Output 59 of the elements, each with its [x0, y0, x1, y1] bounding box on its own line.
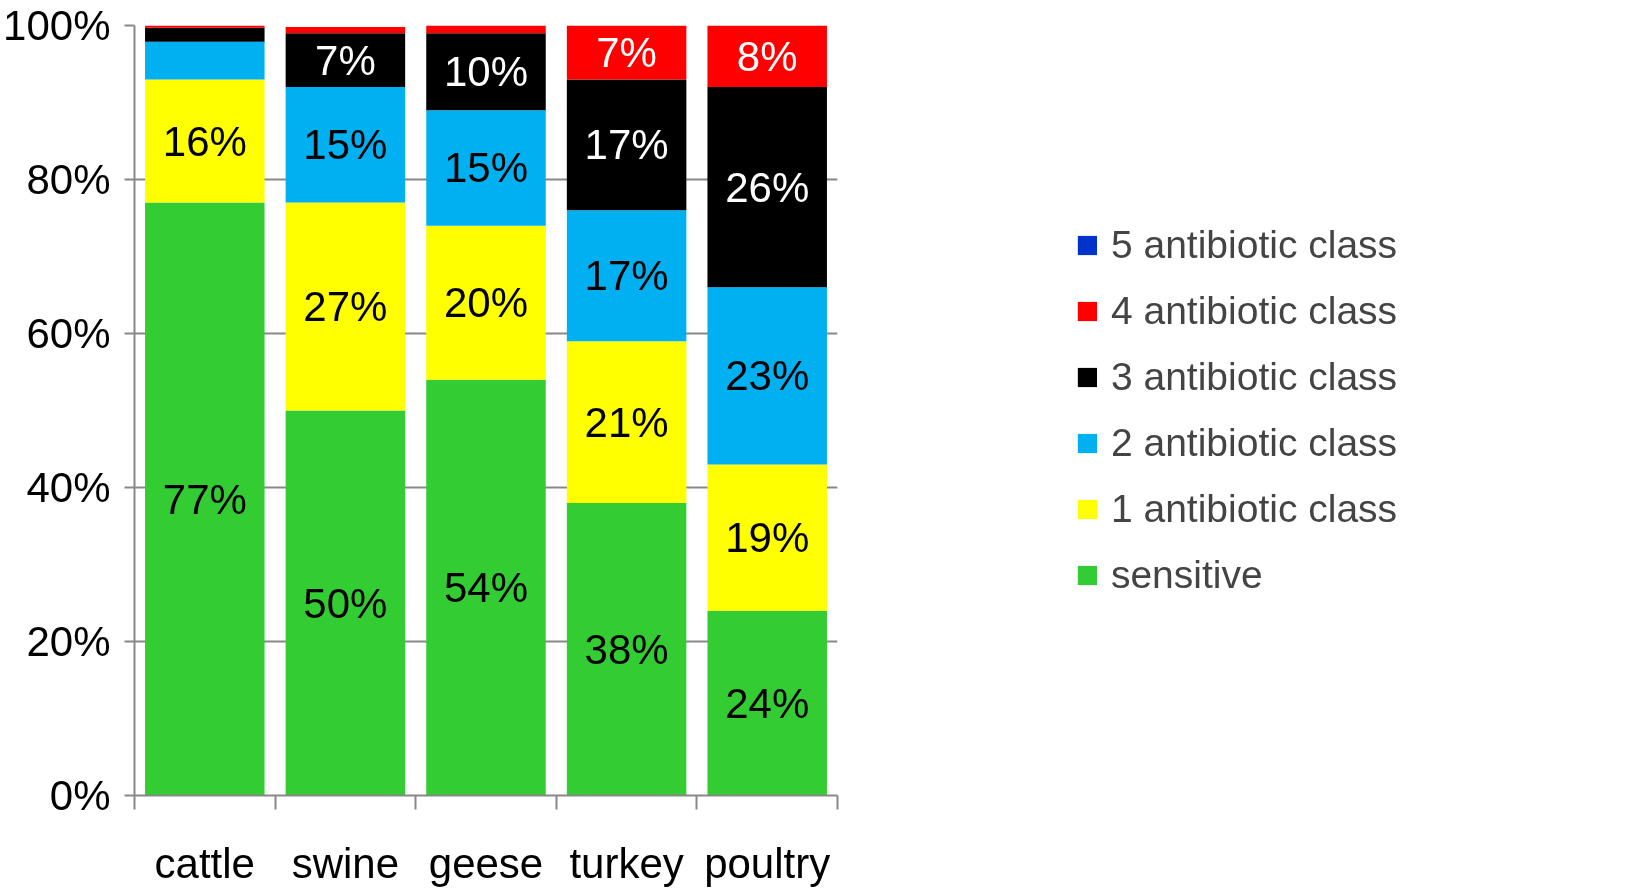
- x-tick-label: turkey: [569, 839, 684, 887]
- data-label: 77%: [162, 475, 247, 523]
- legend-label: 3 antibiotic class: [1110, 355, 1398, 399]
- x-tick-label: poultry: [704, 839, 831, 887]
- bar: [285, 87, 406, 203]
- legend-label: 5 antibiotic class: [1110, 223, 1398, 267]
- data-label: 16%: [162, 117, 247, 165]
- data-label: 26%: [725, 163, 810, 211]
- bar: [566, 502, 687, 796]
- bar: [285, 27, 406, 34]
- bar: [426, 379, 546, 796]
- data-label: 23%: [725, 352, 810, 400]
- bar: [707, 87, 827, 288]
- data-label: 38%: [584, 625, 669, 673]
- data-label: 27%: [303, 283, 388, 331]
- y-tick-label: 100%: [3, 2, 111, 49]
- bar: [145, 202, 265, 796]
- y-tick-label: 80%: [26, 156, 111, 203]
- data-label: 17%: [584, 121, 669, 169]
- y-tick-label: 20%: [26, 618, 111, 665]
- bar: [707, 287, 827, 465]
- bar: [285, 202, 406, 411]
- bar: [566, 341, 687, 503]
- x-tick-label: geese: [428, 839, 544, 887]
- data-label: 19%: [725, 514, 810, 562]
- data-label: 15%: [303, 121, 388, 169]
- bar: [426, 33, 546, 111]
- y-tick-label: 60%: [26, 310, 111, 357]
- bar: [566, 210, 687, 342]
- bar: [145, 79, 265, 203]
- legend-label: 1 antibiotic class: [1110, 487, 1398, 531]
- bar: [707, 464, 827, 611]
- data-label: 15%: [443, 144, 529, 192]
- bar: [426, 110, 546, 226]
- data-label: 20%: [443, 279, 529, 327]
- legend-label: 2 antibiotic class: [1110, 421, 1398, 465]
- data-label: 21%: [584, 398, 669, 446]
- data-label: 17%: [584, 252, 669, 300]
- data-label: 50%: [303, 579, 388, 627]
- x-tick-label: cattle: [154, 839, 255, 887]
- data-label: 10%: [443, 48, 529, 96]
- bar: [145, 41, 265, 80]
- data-label: 7%: [596, 28, 657, 76]
- bar: [426, 225, 546, 380]
- x-tick-label: swine: [291, 839, 400, 887]
- data-label: 8%: [736, 32, 798, 80]
- bar: [566, 79, 687, 211]
- bar: [285, 33, 406, 88]
- data-label: 54%: [443, 564, 529, 612]
- bar: [285, 410, 406, 796]
- bar: [145, 27, 265, 42]
- bar: [426, 25, 546, 34]
- y-tick-label: 0%: [49, 772, 111, 819]
- legend-label: sensitive: [1110, 553, 1263, 597]
- legend-label: 4 antibiotic class: [1110, 289, 1398, 333]
- bar: [707, 610, 827, 796]
- data-label: 24%: [725, 679, 810, 727]
- y-tick-label: 40%: [26, 464, 111, 511]
- data-label: 7%: [315, 36, 376, 84]
